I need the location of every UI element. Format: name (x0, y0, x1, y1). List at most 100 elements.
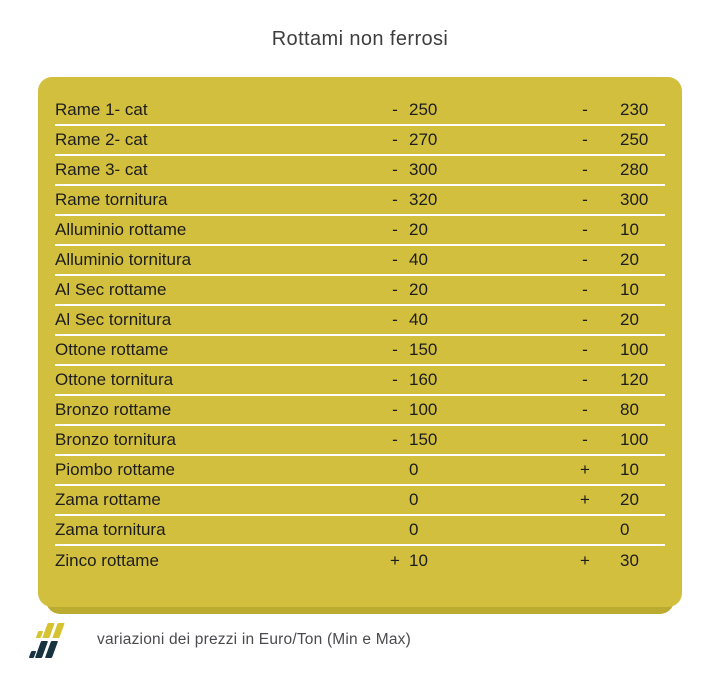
max-value: 80 (620, 400, 639, 419)
min-sign: - (392, 430, 398, 449)
min-sign: - (392, 280, 398, 299)
min-value: 40 (409, 250, 428, 269)
min-sign: - (392, 250, 398, 269)
max-value: 280 (620, 160, 649, 179)
min-sign: - (392, 100, 398, 119)
material-label: Bronzo tornitura (55, 430, 176, 449)
max-value: 120 (620, 370, 649, 389)
max-value: 20 (620, 250, 639, 269)
max-sign: - (582, 160, 588, 179)
table-row: Alluminio tornitura - 40 - 20 (55, 246, 665, 276)
max-sign: + (580, 460, 590, 479)
table-row: Al Sec rottame - 20 - 10 (55, 276, 665, 306)
double-slash-logo-icon (28, 620, 74, 660)
max-value: 10 (620, 220, 639, 239)
max-value: 0 (620, 520, 630, 539)
table-row: Bronzo tornitura - 150 - 100 (55, 426, 665, 456)
logo-top-slashes (35, 623, 65, 638)
material-label: Bronzo rottame (55, 400, 172, 419)
min-value: 0 (409, 460, 419, 479)
max-sign: - (582, 130, 588, 149)
min-sign: + (390, 551, 400, 570)
min-sign: - (392, 310, 398, 329)
max-value: 300 (620, 190, 649, 209)
max-sign: + (580, 551, 590, 570)
max-sign: + (580, 490, 590, 509)
max-value: 250 (620, 130, 649, 149)
table-row: Zama tornitura 0 0 (55, 516, 665, 546)
material-label: Al Sec rottame (55, 280, 167, 299)
min-sign: - (392, 190, 398, 209)
min-value: 100 (409, 400, 438, 419)
price-table-card: Rame 1- cat - 250 - 230 Rame 2- cat - 27… (38, 77, 682, 607)
max-value: 10 (620, 280, 639, 299)
table-row: Bronzo rottame - 100 - 80 (55, 396, 665, 426)
price-table-body: Rame 1- cat - 250 - 230 Rame 2- cat - 27… (55, 96, 665, 576)
max-sign: - (582, 340, 588, 359)
footer-caption: variazioni dei prezzi in Euro/Ton (Min e… (97, 631, 411, 648)
material-label: Zama tornitura (55, 520, 166, 539)
max-sign: - (582, 280, 588, 299)
max-sign: - (582, 190, 588, 209)
max-value: 20 (620, 490, 639, 509)
max-sign: - (582, 310, 588, 329)
min-sign: - (392, 220, 398, 239)
min-value: 250 (409, 100, 438, 119)
material-label: Ottone rottame (55, 340, 169, 359)
max-value: 230 (620, 100, 649, 119)
table-row: Ottone tornitura - 160 - 120 (55, 366, 665, 396)
min-value: 10 (409, 551, 428, 570)
min-sign: - (392, 130, 398, 149)
table-row: Zama rottame 0 + 20 (55, 486, 665, 516)
logo-bottom-slashes (28, 641, 59, 658)
material-label: Rame tornitura (55, 190, 168, 209)
max-value: 20 (620, 310, 639, 329)
max-value: 100 (620, 340, 649, 359)
table-row: Al Sec tornitura - 40 - 20 (55, 306, 665, 336)
material-label: Ottone tornitura (55, 370, 174, 389)
min-value: 160 (409, 370, 438, 389)
min-value: 320 (409, 190, 438, 209)
material-label: Al Sec tornitura (55, 310, 172, 329)
table-row: Rame 1- cat - 250 - 230 (55, 96, 665, 126)
min-sign: - (392, 370, 398, 389)
material-label: Alluminio rottame (55, 220, 187, 239)
max-sign: - (582, 100, 588, 119)
material-label: Zinco rottame (55, 551, 159, 570)
min-value: 20 (409, 280, 428, 299)
min-value: 150 (409, 430, 438, 449)
max-sign: - (582, 430, 588, 449)
max-sign: - (582, 220, 588, 239)
table-row: Rame tornitura - 320 - 300 (55, 186, 665, 216)
material-label: Alluminio tornitura (55, 250, 192, 269)
max-value: 30 (620, 551, 639, 570)
max-sign: - (582, 250, 588, 269)
logo-slash (52, 623, 65, 638)
table-row: Zinco rottame + 10 + 30 (55, 546, 665, 576)
min-value: 300 (409, 160, 438, 179)
min-value: 150 (409, 340, 438, 359)
material-label: Rame 3- cat (55, 160, 148, 179)
min-value: 0 (409, 490, 419, 509)
min-value: 0 (409, 520, 419, 539)
table-row: Rame 2- cat - 270 - 250 (55, 126, 665, 156)
max-value: 100 (620, 430, 649, 449)
page-title: Rottami non ferrosi (271, 28, 449, 50)
material-label: Rame 1- cat (55, 100, 148, 119)
max-value: 10 (620, 460, 639, 479)
table-row: Alluminio rottame - 20 - 10 (55, 216, 665, 246)
table-row: Rame 3- cat - 300 - 280 (55, 156, 665, 186)
material-label: Piombo rottame (55, 460, 175, 479)
footer: variazioni dei prezzi in Euro/Ton (Min e… (28, 618, 411, 662)
min-value: 40 (409, 310, 428, 329)
min-value: 20 (409, 220, 428, 239)
table-row: Piombo rottame 0 + 10 (55, 456, 665, 486)
table-row: Ottone rottame - 150 - 100 (55, 336, 665, 366)
min-value: 270 (409, 130, 438, 149)
max-sign: - (582, 370, 588, 389)
min-sign: - (392, 400, 398, 419)
material-label: Zama rottame (55, 490, 161, 509)
max-sign: - (582, 400, 588, 419)
material-label: Rame 2- cat (55, 130, 148, 149)
